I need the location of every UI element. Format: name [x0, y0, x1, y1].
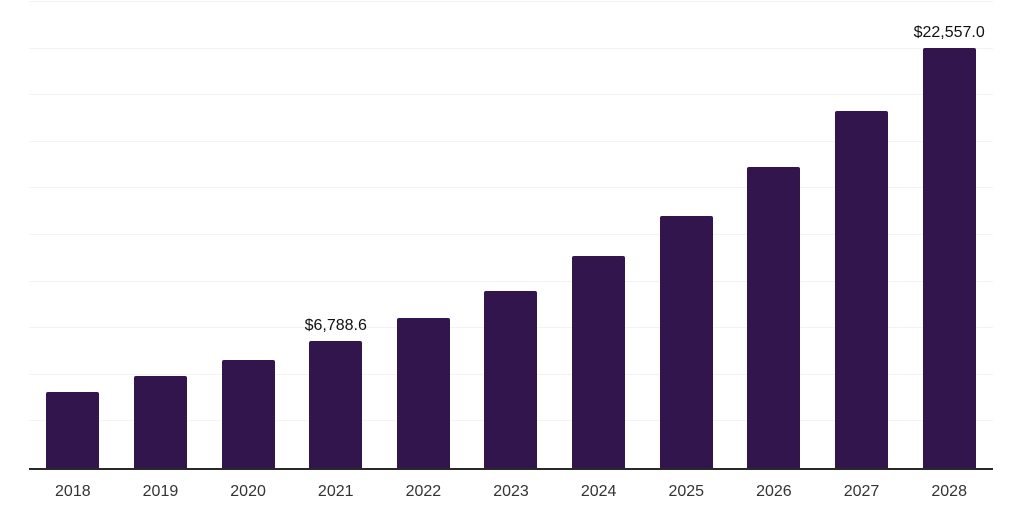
- band-2019: [117, 2, 205, 468]
- x-tick-label-2025: 2025: [668, 483, 705, 500]
- x-tick-label-2023: 2023: [493, 483, 529, 500]
- x-tick-label-2019: 2019: [142, 483, 179, 500]
- x-tick-label-2026: 2026: [756, 483, 792, 500]
- bar-2027[interactable]: [835, 111, 889, 468]
- bar-2018[interactable]: [46, 391, 100, 468]
- band-2021: $6,788.6: [292, 2, 380, 468]
- x-tick-label-2028: 2028: [931, 483, 967, 500]
- bar-2024[interactable]: [572, 255, 626, 468]
- bar-2023[interactable]: [484, 290, 538, 468]
- x-tick-label-2027: 2027: [843, 483, 880, 500]
- bar-2026[interactable]: [747, 167, 801, 468]
- bar-2022[interactable]: [396, 317, 450, 468]
- x-tick-label-2024: 2024: [580, 483, 617, 500]
- plot-area: $6,788.6 $22,557.0: [29, 1, 993, 470]
- band-2020: [204, 2, 292, 468]
- x-tick-label-2021: 2021: [317, 483, 354, 500]
- band-2026: [730, 2, 818, 468]
- bar-2028[interactable]: [922, 47, 976, 468]
- band-2025: [642, 2, 730, 468]
- bar-2025[interactable]: [659, 215, 713, 468]
- band-2027: [818, 2, 906, 468]
- x-tick-label-2022: 2022: [405, 483, 442, 500]
- bar-2021[interactable]: [309, 341, 363, 468]
- x-axis: 2018 2019 2020 2021 2022 2023 2024 2025 2026 2027…: [29, 484, 993, 506]
- bar-2019[interactable]: [133, 376, 187, 468]
- band-2022: [380, 2, 468, 468]
- band-2024: [555, 2, 643, 468]
- bar-value-label-2021: $6,788.6: [304, 317, 367, 335]
- x-tick-label-2018: 2018: [55, 483, 91, 500]
- bar-value-label-2028: $22,557.0: [913, 23, 985, 41]
- band-2018: [29, 2, 117, 468]
- band-2023: [467, 2, 555, 468]
- band-2028: $22,557.0: [905, 2, 993, 468]
- x-tick-label-2020: 2020: [230, 483, 266, 500]
- bar-2020[interactable]: [221, 360, 275, 468]
